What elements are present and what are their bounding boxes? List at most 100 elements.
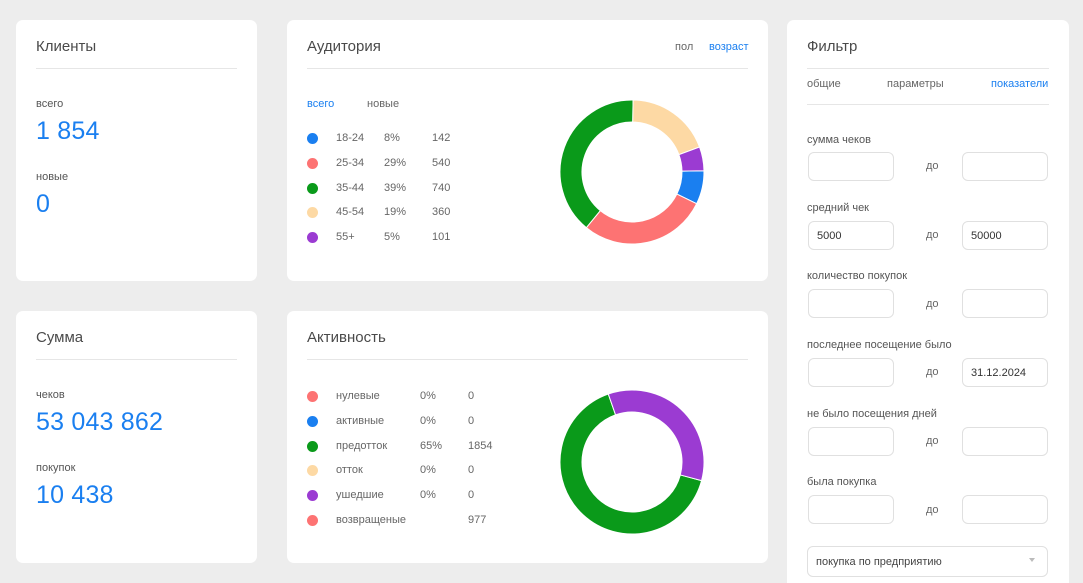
tab-gender[interactable]: пол bbox=[675, 41, 694, 53]
legend-row: 55+ 5% 101 bbox=[307, 227, 487, 252]
to-label: до bbox=[926, 504, 939, 516]
legend-percent: 19% bbox=[384, 206, 407, 219]
subtab-new[interactable]: новые bbox=[367, 98, 400, 110]
audience-legend: 18-24 8% 142 25-34 29% 540 35-44 39% 740… bbox=[307, 128, 487, 252]
legend-label: предотток bbox=[336, 439, 388, 452]
clients-total-value: 1 854 bbox=[36, 117, 100, 145]
audience-donut-chart bbox=[559, 99, 705, 245]
legend-percent: 29% bbox=[384, 156, 407, 169]
donut-slice bbox=[559, 99, 634, 229]
last-visit-to-input[interactable] bbox=[962, 358, 1048, 387]
divider bbox=[307, 68, 748, 69]
check-sum-to-input[interactable] bbox=[962, 152, 1048, 181]
legend-label: 45-54 bbox=[336, 206, 365, 219]
divider bbox=[36, 68, 237, 69]
audience-title: Аудитория bbox=[307, 38, 381, 55]
last-visit-from-input[interactable] bbox=[808, 358, 894, 387]
legend-label: 18-24 bbox=[336, 132, 365, 144]
legend-percent: 0% bbox=[420, 414, 436, 427]
activity-legend: нулевые 0% 0 активные 0% 0 предотток 65%… bbox=[307, 386, 527, 535]
legend-label: отток bbox=[336, 464, 363, 477]
legend-count: 0 bbox=[468, 414, 475, 427]
legend-row: нулевые 0% 0 bbox=[307, 386, 527, 411]
field-label-last-visit: последнее посещение было bbox=[807, 339, 952, 351]
legend-percent: 5% bbox=[384, 231, 400, 244]
activity-title: Активность bbox=[307, 329, 386, 346]
no-visit-days-to-input[interactable] bbox=[962, 427, 1048, 456]
legend-row: 35-44 39% 740 bbox=[307, 178, 487, 203]
legend-dot-icon bbox=[307, 490, 318, 502]
no-visit-days-from-input[interactable] bbox=[808, 427, 894, 456]
legend-percent: 65% bbox=[420, 439, 443, 452]
legend-dot-icon bbox=[307, 133, 318, 144]
sum-purchases-value: 10 438 bbox=[36, 481, 114, 509]
clients-new-label: новые bbox=[36, 171, 69, 183]
divider bbox=[807, 104, 1049, 105]
legend-dot-icon bbox=[307, 514, 318, 526]
legend-label: 55+ bbox=[336, 231, 355, 244]
purchase-count-to-input[interactable] bbox=[962, 289, 1048, 318]
field-label-had-purchase: была покупка bbox=[807, 476, 877, 488]
legend-count: 142 bbox=[432, 132, 451, 144]
filter-card: Фильтр общие параметры показатели сумма … bbox=[787, 20, 1069, 583]
legend-count: 0 bbox=[468, 489, 475, 502]
legend-row: 45-54 19% 360 bbox=[307, 202, 487, 227]
field-label-average-check: средний чек bbox=[807, 202, 869, 214]
legend-percent: 0% bbox=[420, 390, 436, 402]
audience-card: Аудитория пол возраст всего новые 18-24 … bbox=[287, 20, 768, 281]
legend-dot-icon bbox=[307, 440, 318, 452]
legend-label: 25-34 bbox=[336, 156, 365, 169]
divider bbox=[307, 359, 748, 360]
legend-row: предотток 65% 1854 bbox=[307, 436, 527, 461]
legend-percent: 0% bbox=[420, 489, 436, 502]
legend-dot-icon bbox=[307, 465, 318, 477]
legend-row: ушедшие 0% 0 bbox=[307, 485, 527, 510]
clients-card: Клиенты всего 1 854 новые 0 bbox=[16, 20, 257, 281]
activity-card: Активность нулевые 0% 0 активные 0% 0 пр… bbox=[287, 311, 768, 563]
donut-slice bbox=[585, 193, 698, 245]
legend-percent: 8% bbox=[384, 132, 400, 144]
legend-row: возвращеные 977 bbox=[307, 510, 527, 535]
legend-row: 18-24 8% 142 bbox=[307, 128, 487, 153]
subtab-total[interactable]: всего bbox=[307, 98, 335, 110]
had-purchase-to-input[interactable] bbox=[962, 495, 1048, 524]
legend-count: 101 bbox=[432, 231, 451, 244]
field-label-no-visit-days: не было посещения дней bbox=[807, 408, 937, 420]
select-label: покупка по предприятию bbox=[816, 556, 942, 568]
sum-checks-label: чеков bbox=[36, 389, 65, 401]
tab-indicators[interactable]: показатели bbox=[991, 78, 1049, 90]
donut-slice bbox=[607, 389, 705, 482]
divider bbox=[807, 68, 1049, 69]
to-label: до bbox=[926, 160, 939, 172]
legend-percent: 0% bbox=[420, 464, 436, 477]
legend-label: активные bbox=[336, 414, 385, 427]
average-check-from-input[interactable] bbox=[808, 221, 894, 250]
legend-row: 25-34 29% 540 bbox=[307, 153, 487, 178]
field-label-check-sum: сумма чеков bbox=[807, 134, 871, 146]
tab-general[interactable]: общие bbox=[807, 78, 841, 90]
legend-label: ушедшие bbox=[336, 489, 384, 502]
field-label-purchase-count: количество покупок bbox=[807, 270, 908, 282]
sum-title: Сумма bbox=[36, 329, 84, 346]
legend-row: активные 0% 0 bbox=[307, 411, 527, 436]
activity-donut-chart bbox=[559, 389, 705, 535]
average-check-to-input[interactable] bbox=[962, 221, 1048, 250]
sum-card: Сумма чеков 53 043 862 покупок 10 438 bbox=[16, 311, 257, 563]
tab-age[interactable]: возраст bbox=[709, 41, 749, 53]
clients-total-label: всего bbox=[36, 98, 64, 110]
chevron-down-icon bbox=[1029, 558, 1035, 562]
donut-slice bbox=[678, 146, 705, 172]
tab-parameters[interactable]: параметры bbox=[887, 78, 944, 90]
purchase-count-from-input[interactable] bbox=[808, 289, 894, 318]
check-sum-from-input[interactable] bbox=[808, 152, 894, 181]
legend-dot-icon bbox=[307, 207, 318, 219]
clients-new-value: 0 bbox=[36, 190, 51, 218]
had-purchase-from-input[interactable] bbox=[808, 495, 894, 524]
filter-title: Фильтр bbox=[807, 38, 858, 55]
to-label: до bbox=[926, 435, 939, 447]
enterprise-purchase-select[interactable]: покупка по предприятию bbox=[807, 546, 1048, 577]
legend-count: 0 bbox=[468, 390, 475, 402]
legend-dot-icon bbox=[307, 232, 318, 244]
to-label: до bbox=[926, 229, 939, 241]
sum-purchases-label: покупок bbox=[36, 462, 76, 474]
